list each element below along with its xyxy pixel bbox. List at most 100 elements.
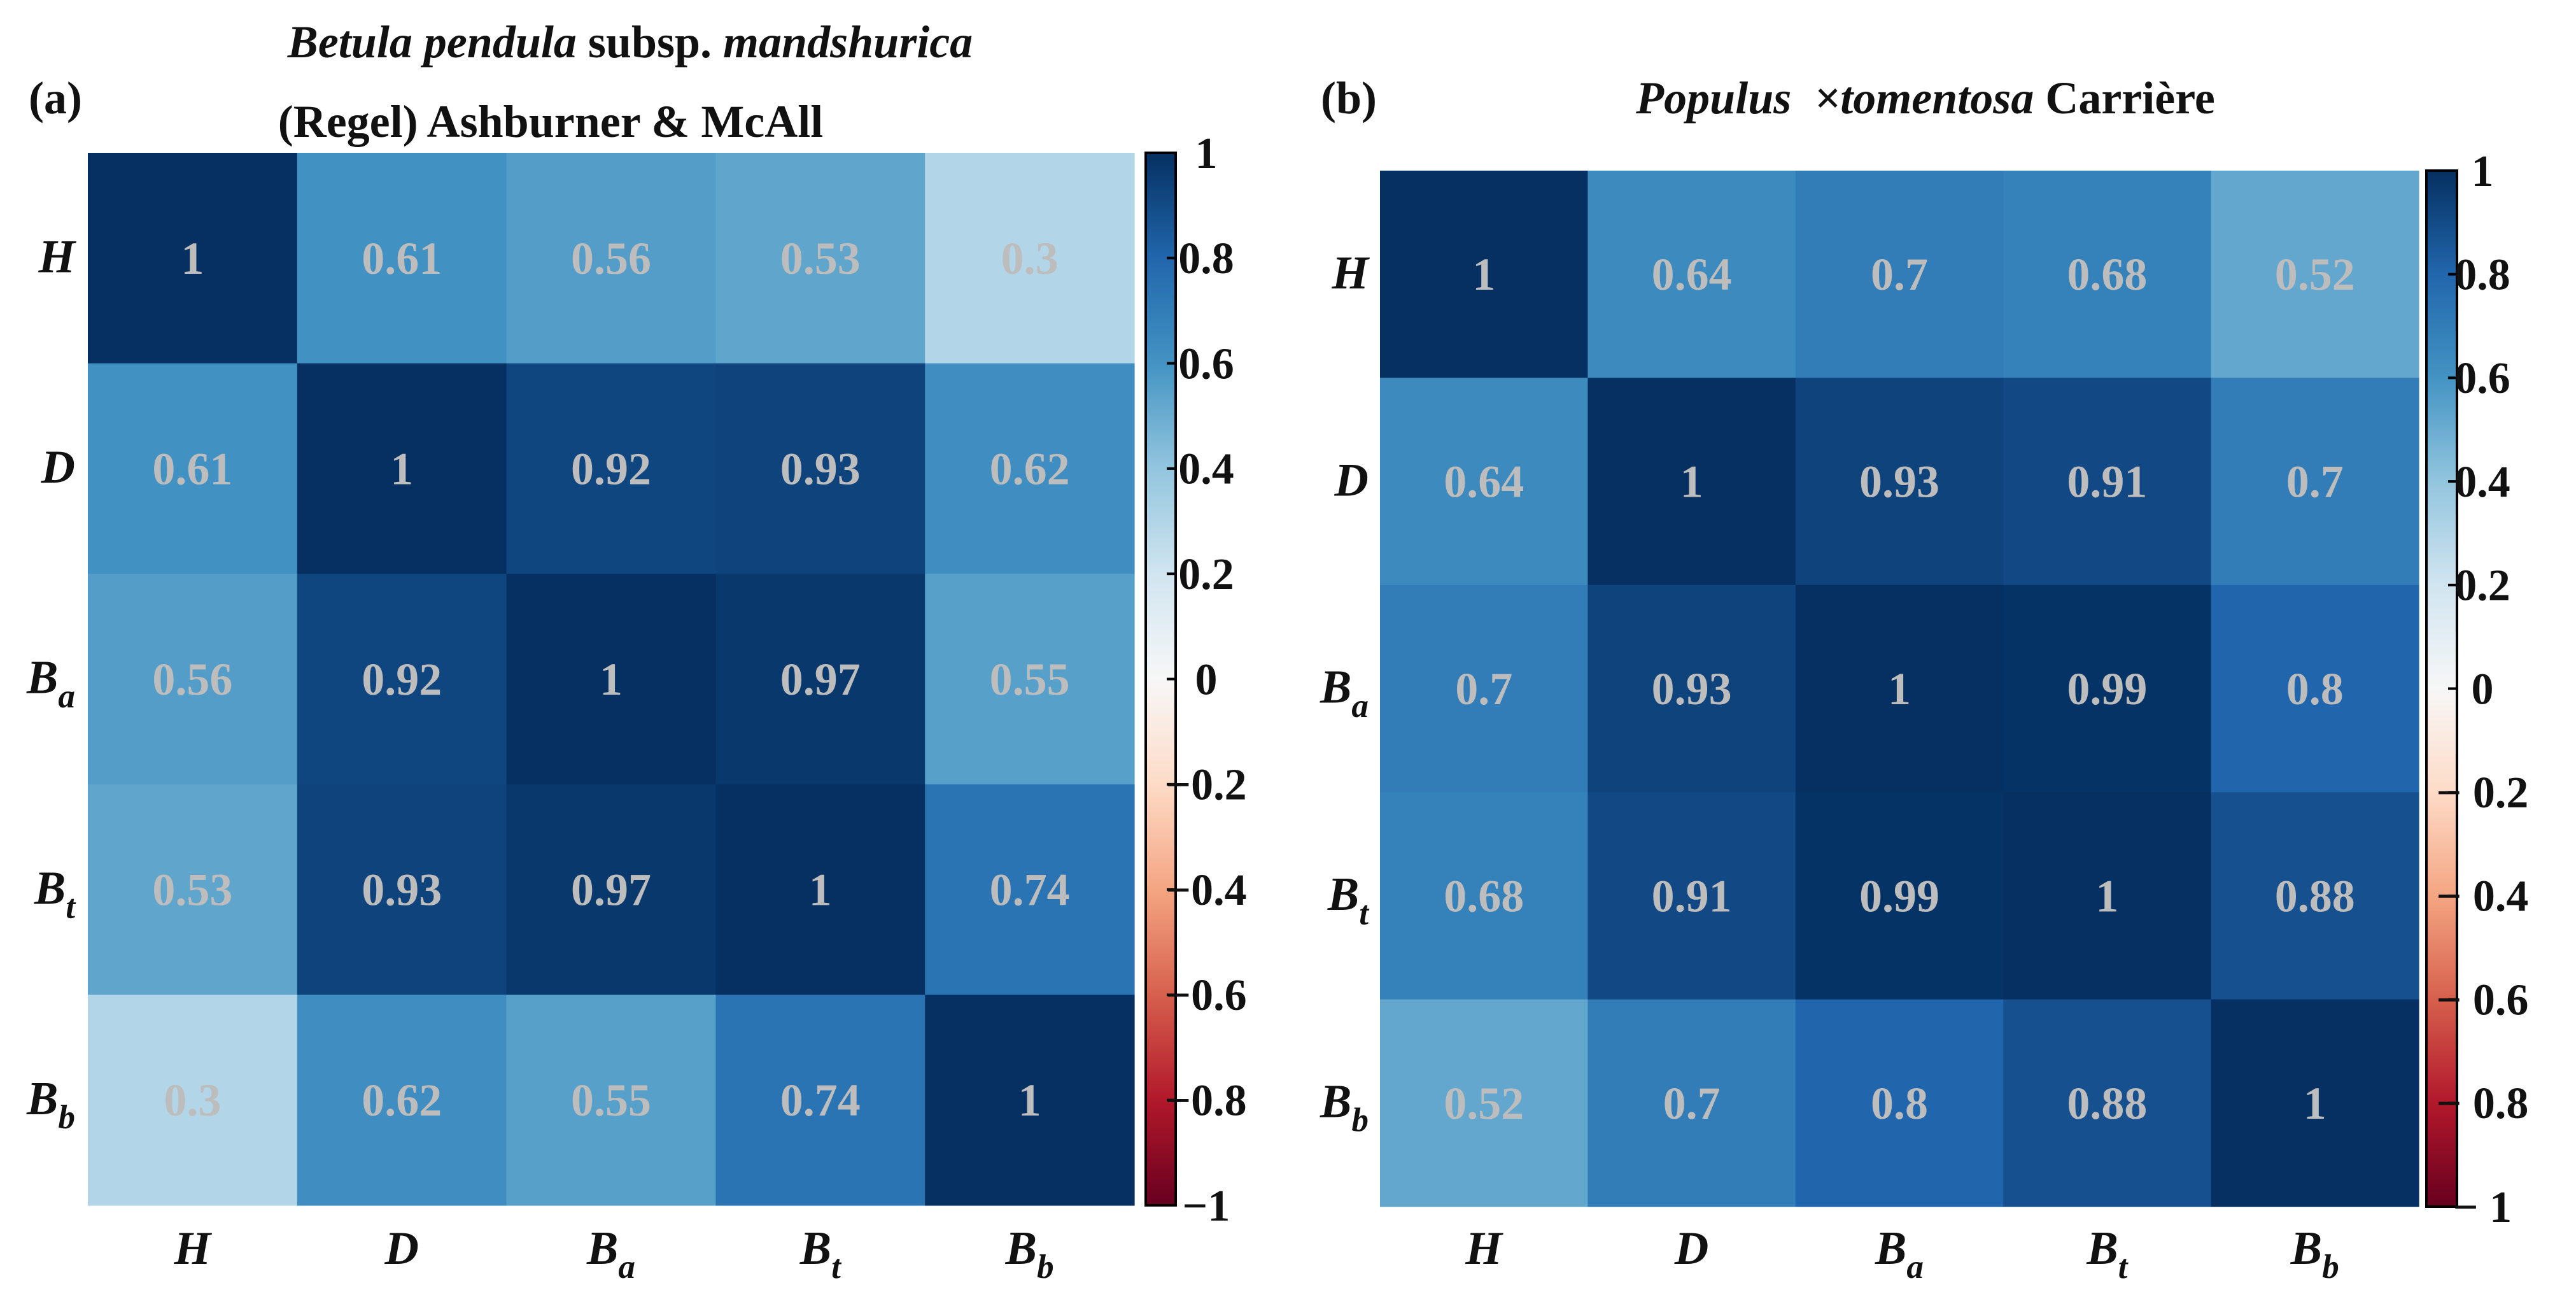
heatmap-cell [925,363,1135,574]
cell-value-label: 1 [809,865,832,916]
row-label: D [1334,454,1369,506]
heatmap-cell [2211,792,2419,1000]
heatmap-cell [506,153,716,364]
row-label: H [38,231,76,283]
colorbar-tick-label: 0.4 [1178,445,1234,494]
panel-label: (b) [1321,73,1377,124]
heatmap-cell [2003,171,2212,378]
row-label: H [1331,247,1370,299]
cell-value-label: 0.68 [2067,249,2147,300]
heatmap-cell [88,363,298,574]
heatmap-cell [2003,378,2212,586]
cell-value-label: 0.7 [2286,457,2344,507]
heatmap-cell [1795,792,2004,1000]
cell-value-label: 1 [1018,1075,1041,1126]
colorbar-tick-label: 0.8 [2454,251,2510,300]
cell-value-label: 0.74 [780,1075,861,1126]
cell-value-label: 1 [1472,249,1495,300]
cell-value-label: 1 [1888,663,1911,714]
heatmap-cell [88,574,298,785]
heatmap-cell [297,784,507,995]
column-label: Bb [2290,1223,2339,1286]
cell-value-label: 0.92 [362,654,442,705]
colorbar-tick-label: 0.4 [2454,458,2510,507]
column-label: Bt [799,1223,842,1286]
heatmap-cell [1587,171,1796,378]
cell-value-label: 0.88 [2067,1078,2147,1129]
column-label: H [1465,1223,1503,1275]
row-label: D [41,441,75,493]
cell-value-label: 0.91 [2067,457,2147,507]
heatmap-cell [1380,999,1588,1207]
column-label: D [1674,1223,1708,1275]
heatmap-cell [506,363,716,574]
row-label: Bt [1327,868,1370,932]
cell-value-label: 1 [390,443,413,494]
heatmap-cell [297,153,507,364]
column-label: Ba [1875,1223,1924,1286]
heatmap-cell [925,995,1135,1206]
heatmap-cell [1795,999,2004,1207]
heatmap-cell [88,784,298,995]
heatmap-cell [297,995,507,1206]
column-label: Bt [2086,1223,2129,1286]
row-label: Bb [26,1073,75,1136]
panel-label: (a) [29,73,82,124]
heatmap-cell [2211,585,2419,793]
heatmap-cell [715,363,926,574]
heatmap-cell [297,574,507,785]
cell-value-label: 0.62 [990,443,1070,494]
cell-value-label: 0.7 [1663,1078,1721,1129]
heatmap-cell [88,153,298,364]
colorbar-tick-label: − 0.2 [2437,769,2529,818]
colorbar-tick-label: 1 [2472,147,2494,196]
heatmap-cell [1587,792,1796,1000]
cell-value-label: 1 [600,654,623,705]
cell-value-label: 0.52 [2275,249,2355,300]
cell-value-label: 0.93 [362,865,442,916]
cell-value-label: 0.93 [780,443,861,494]
cell-value-label: 0.61 [152,443,232,494]
colorbar-tick-label: −1 [1183,1182,1230,1231]
colorbar-tick-label: 0.8 [1178,234,1234,283]
heatmap-cell [1587,585,1796,793]
heatmap-cell [1587,378,1796,586]
heatmap-cell [1587,999,1796,1207]
colorbar-tick-label: −0.4 [1165,866,1246,915]
cell-value-label: 0.3 [164,1075,221,1126]
cell-value-label: 0.92 [571,443,651,494]
heatmap-cell [88,995,298,1206]
cell-value-label: 0.53 [152,865,232,916]
heatmap-panel-a: (a) Betula pendula subsp. mandshurica (Reg… [26,17,1247,1286]
cell-value-label: 1 [181,233,204,284]
cell-value-label: 0.91 [1652,870,1732,921]
colorbar-tick-label: 0.6 [1178,339,1234,388]
heatmap-cell [925,574,1135,785]
heatmap-cell [1380,585,1588,793]
column-label: D [384,1223,418,1275]
cell-value-label: 0.53 [780,233,861,284]
cell-value-label: 0.74 [990,865,1070,916]
cell-value-label: 0.56 [571,233,651,284]
cell-value-label: 0.7 [1871,249,1928,300]
colorbar-tick-label: − 0.4 [2437,872,2529,921]
heatmap-cell [1795,585,2004,793]
colorbar-tick-label: 0 [1195,655,1218,704]
cell-value-label: 1 [2304,1078,2326,1129]
heatmap-cell [715,153,926,364]
heatmap-cell [2211,171,2419,378]
colorbar-tick-label: 0.2 [2454,562,2510,611]
colorbar-tick-label: 0.6 [2454,354,2510,403]
heatmap-cell [2003,585,2212,793]
column-label: H [174,1223,213,1275]
cell-value-label: 1 [2095,870,2118,921]
heatmap-cell [2003,792,2212,1000]
row-label: Ba [26,652,75,715]
colorbar-tick-label: −0.6 [1165,971,1246,1020]
cell-value-label: 0.7 [1455,663,1512,714]
chart-title-line-1: Populus ×tomentosa Carrière [1635,73,2215,124]
heatmap-cell [1380,171,1588,378]
cell-value-label: 0.55 [571,1075,651,1126]
cell-value-label: 0.52 [1444,1078,1524,1129]
